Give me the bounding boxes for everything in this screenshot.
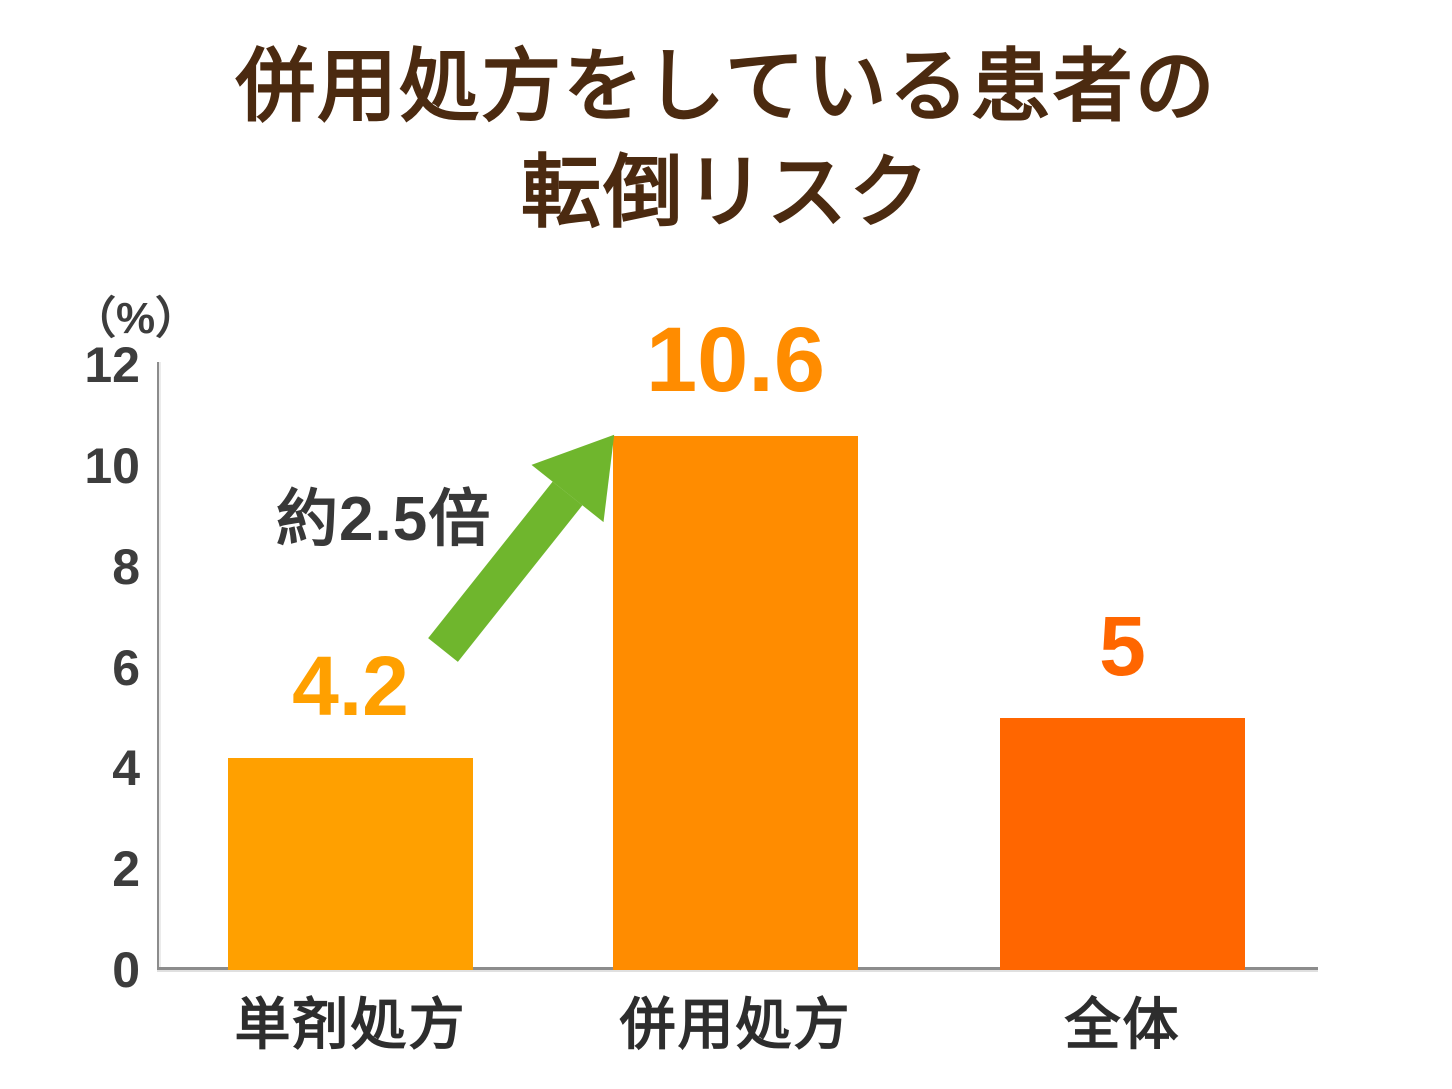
bar [228, 758, 473, 970]
bar [1000, 717, 1245, 970]
y-tick-label: 8 [112, 538, 140, 595]
multiplier-annotation: 約2.5倍 [276, 485, 492, 554]
x-axis-category-label: 全体 [1064, 993, 1181, 1056]
y-tick-label: 6 [112, 639, 140, 696]
bar-value-label: 5 [1099, 598, 1146, 693]
y-axis-line [157, 362, 159, 970]
bar-value-label: 10.6 [645, 308, 826, 411]
x-axis-category-label: 単剤処方 [234, 993, 467, 1056]
x-axis-category-label: 併用処方 [619, 993, 852, 1056]
y-tick-label: 10 [84, 437, 140, 494]
y-tick-label: 0 [112, 942, 140, 998]
bar [613, 435, 858, 970]
bar-value-label: 4.2 [292, 639, 409, 734]
y-tick-label: 2 [112, 841, 140, 898]
y-axis-unit-label: （%） [72, 294, 200, 343]
chart-title-line2: 転倒リスク [521, 147, 931, 237]
y-tick-label: 12 [84, 337, 140, 393]
chart-title-line1: 併用処方をしている患者の [235, 42, 1217, 131]
y-tick-label: 4 [112, 740, 140, 797]
chart-title: 併用処方をしている患者の 転倒リスク [0, 34, 1452, 245]
